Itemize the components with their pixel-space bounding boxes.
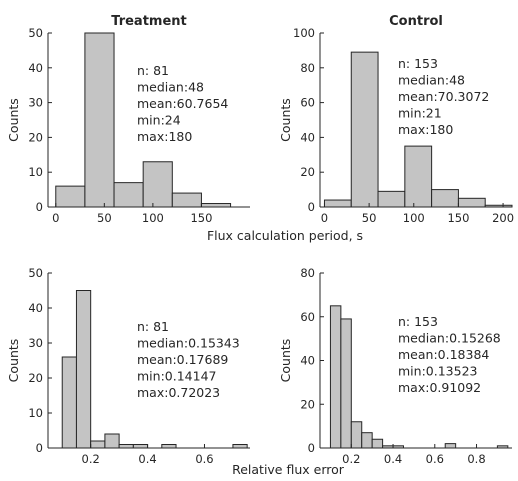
x-tick-label-2: 0.6 bbox=[426, 452, 444, 466]
y-axis-label: Counts bbox=[6, 339, 21, 383]
stats-line-3: min:21 bbox=[398, 106, 442, 121]
histogram-bar-11 bbox=[444, 443, 457, 449]
x-tick-label-1: 50 bbox=[97, 211, 112, 225]
y-tick-label-0: 0 bbox=[308, 441, 315, 455]
histogram-bar-1 bbox=[350, 51, 379, 208]
stats-line-4: max:180 bbox=[137, 129, 192, 144]
histogram-bar-4 bbox=[431, 189, 459, 208]
y-tick-label-3: 60 bbox=[300, 310, 315, 324]
y-tick-label-0: 0 bbox=[36, 200, 43, 214]
treatment-error-histogram: 0 10 20 30 40 50 0.2 0.4 0.6 Counts n: 81 median:0.… bbox=[6, 266, 250, 466]
shared-xlabel-bottom: Relative flux error bbox=[232, 462, 345, 477]
histogram-bar-1 bbox=[75, 290, 92, 449]
histogram-bar-3 bbox=[361, 432, 373, 449]
y-tick-label-5: 50 bbox=[28, 266, 43, 280]
x-tick-label-0: 0.2 bbox=[342, 452, 360, 466]
stats-line-2: mean:0.17689 bbox=[137, 352, 228, 367]
histogram-bar-3 bbox=[104, 433, 120, 449]
y-tick-label-3: 30 bbox=[28, 336, 43, 350]
histogram-bar-5 bbox=[457, 197, 486, 208]
histogram-bar-12 bbox=[232, 444, 248, 449]
histogram-bar-4 bbox=[171, 192, 202, 208]
y-tick-label-4: 40 bbox=[28, 301, 43, 315]
stats-line-1: median:48 bbox=[398, 73, 465, 88]
stats-line-1: median:0.15343 bbox=[137, 336, 240, 351]
y-tick-label-4: 80 bbox=[300, 61, 315, 75]
x-tick-label-2: 100 bbox=[142, 211, 164, 225]
histogram-bar-0 bbox=[55, 185, 86, 208]
histogram-bar-0 bbox=[323, 199, 352, 208]
x-tick-label-4: 200 bbox=[492, 211, 514, 225]
x-tick-label-3: 150 bbox=[190, 211, 212, 225]
stats-line-3: min:24 bbox=[137, 113, 181, 128]
control-period-histogram: 0 20 40 60 80 100 0 50 100 150 200 Control Counts n: … bbox=[278, 14, 514, 225]
y-tick-label-3: 30 bbox=[28, 96, 43, 110]
histogram-bar-2 bbox=[377, 190, 406, 208]
histogram-bar-3 bbox=[142, 161, 173, 208]
stats-line-2: mean:70.3072 bbox=[398, 89, 489, 104]
stats-line-1: median:48 bbox=[137, 80, 204, 95]
x-tick-label-1: 0.4 bbox=[138, 452, 156, 466]
y-axis-label: Counts bbox=[6, 98, 21, 142]
x-tick-label-3: 150 bbox=[447, 211, 469, 225]
histogram-bar-2 bbox=[90, 440, 106, 449]
y-tick-label-2: 20 bbox=[28, 371, 43, 385]
histogram-bar-5 bbox=[200, 203, 232, 208]
histogram-bar-5 bbox=[132, 444, 149, 449]
y-tick-label-4: 80 bbox=[300, 266, 315, 280]
stats-line-2: mean:0.18384 bbox=[398, 347, 489, 362]
stats-line-0: n: 81 bbox=[137, 319, 169, 334]
y-tick-label-5: 50 bbox=[28, 26, 43, 40]
y-tick-label-2: 40 bbox=[300, 354, 315, 368]
histogram-bar-0 bbox=[329, 305, 342, 449]
y-tick-label-1: 20 bbox=[300, 165, 315, 179]
y-tick-label-2: 20 bbox=[28, 130, 43, 144]
stats-line-3: min:0.14147 bbox=[137, 369, 216, 384]
y-tick-label-5: 100 bbox=[293, 26, 315, 40]
x-tick-label-2: 0.6 bbox=[195, 452, 213, 466]
control-error-histogram: 0 20 40 60 80 0.2 0.4 0.6 0.8 Counts n: 153 median:… bbox=[278, 266, 512, 466]
y-tick-label-0: 0 bbox=[308, 200, 315, 214]
stats-line-4: max:0.72023 bbox=[137, 385, 220, 400]
stats-line-0: n: 81 bbox=[137, 63, 169, 78]
x-tick-label-3: 0.8 bbox=[467, 452, 485, 466]
y-tick-label-1: 20 bbox=[300, 397, 315, 411]
stats-line-4: max:180 bbox=[398, 122, 453, 137]
x-tick-label-2: 100 bbox=[403, 211, 425, 225]
histogram-bar-1 bbox=[84, 32, 115, 208]
y-tick-label-1: 10 bbox=[28, 406, 43, 420]
histogram-bar-1 bbox=[340, 318, 352, 449]
histogram-bar-3 bbox=[404, 145, 433, 208]
shared-xlabel-top: Flux calculation period, s bbox=[207, 228, 363, 243]
histogram-bar-7 bbox=[161, 444, 177, 449]
stats-line-3: min:0.13523 bbox=[398, 364, 477, 379]
y-tick-label-4: 40 bbox=[28, 61, 43, 75]
x-tick-label-0: 0 bbox=[52, 211, 59, 225]
stats-line-0: n: 153 bbox=[398, 56, 438, 71]
panel-title: Treatment bbox=[111, 14, 187, 29]
x-tick-label-1: 0.4 bbox=[384, 452, 402, 466]
y-axis-label: Counts bbox=[278, 98, 293, 142]
y-tick-label-2: 40 bbox=[300, 130, 315, 144]
histogram-bar-2 bbox=[350, 421, 363, 449]
treatment-period-histogram: 0 10 20 30 40 50 0 50 100 150 Treatment Counts n: 81… bbox=[6, 14, 250, 225]
panel-title: Control bbox=[389, 14, 443, 29]
stats-line-2: mean:60.7654 bbox=[137, 96, 228, 111]
y-tick-label-1: 10 bbox=[28, 165, 43, 179]
histogram-bar-4 bbox=[118, 444, 134, 449]
stats-line-0: n: 153 bbox=[398, 314, 438, 329]
stats-line-1: median:0.15268 bbox=[398, 331, 501, 346]
histogram-bar-4 bbox=[371, 438, 384, 449]
stats-line-4: max:0.91092 bbox=[398, 380, 481, 395]
y-axis-label: Counts bbox=[278, 339, 293, 383]
histogram-bar-2 bbox=[113, 182, 144, 208]
x-tick-label-0: 0 bbox=[321, 211, 328, 225]
y-tick-label-0: 0 bbox=[36, 441, 43, 455]
histogram-bar-0 bbox=[61, 356, 77, 449]
x-tick-label-1: 50 bbox=[362, 211, 377, 225]
x-tick-label-0: 0.2 bbox=[82, 452, 100, 466]
y-tick-label-3: 60 bbox=[300, 96, 315, 110]
